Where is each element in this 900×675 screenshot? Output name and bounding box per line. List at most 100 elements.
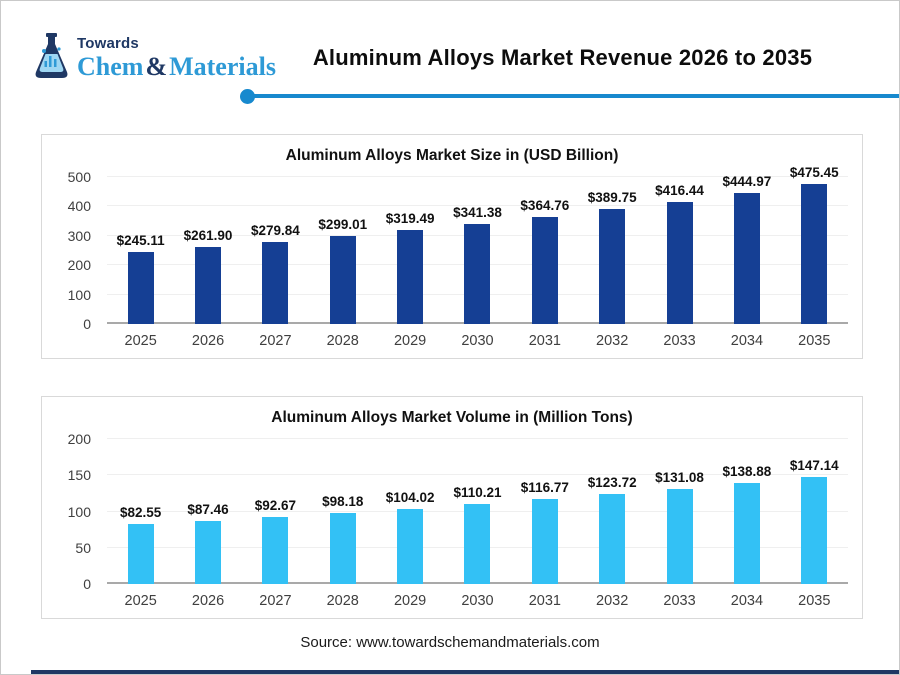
- bar: $475.45: [790, 165, 839, 324]
- y-axis: 0 100 200 300 400 500: [47, 169, 99, 332]
- y-tick-label: 150: [67, 467, 91, 484]
- divider-line: [249, 94, 899, 98]
- y-tick-label: 500: [67, 169, 91, 185]
- bar: $261.90: [184, 228, 232, 324]
- market-volume-chart-panel: Aluminum Alloys Market Volume in (Millio…: [41, 396, 863, 619]
- x-tick-label: 2027: [259, 333, 292, 349]
- logo-towards: Towards: [77, 35, 139, 52]
- x-tick-label: 2034: [730, 593, 764, 609]
- y-tick-label: 300: [67, 227, 91, 244]
- bar-slot: $104.02 2029: [376, 439, 443, 609]
- x-tick-label: 2028: [326, 593, 359, 609]
- bar-slot: $98.18 2028: [309, 439, 376, 609]
- bar: $110.21: [453, 485, 502, 584]
- gridline: [107, 176, 848, 177]
- bar-value-label: $389.75: [587, 190, 637, 206]
- bar: $319.49: [386, 211, 435, 324]
- bar-slot: $279.84 2027: [242, 177, 309, 349]
- bar-slot: $319.49 2029: [376, 177, 443, 349]
- y-tick-label: 400: [67, 198, 91, 215]
- x-tick-label: 2035: [798, 333, 831, 349]
- bar-value-label: $87.46: [187, 501, 229, 517]
- bar: $416.44: [655, 183, 704, 324]
- bars-row: $245.11 2025 $261.90 2026 $279.84 2027 $299.01…: [107, 165, 848, 349]
- bar-value-label: $131.08: [655, 469, 704, 485]
- bar-value-label: $245.11: [116, 232, 165, 248]
- x-tick-label: 2029: [393, 333, 427, 349]
- x-tick-label: 2031: [528, 593, 561, 609]
- x-tick-label: 2030: [461, 593, 494, 609]
- bar-value-label: $444.97: [722, 174, 772, 190]
- gridline: [107, 474, 848, 476]
- bar: $123.72: [588, 475, 637, 584]
- x-tick-label: 2034: [730, 333, 764, 349]
- bar-value-label: $123.72: [587, 475, 637, 491]
- bar-value-label: $341.38: [453, 204, 502, 220]
- plot-area: 0 100 200 300 400 500 $245.11 2025 $261.90 2026 $2…: [68, 165, 848, 349]
- bar: $104.02: [386, 490, 435, 584]
- source-text: Source: www.towardschemandmaterials.com: [300, 634, 600, 651]
- plot-area: 0 50 100 150 200 $82.55 2025 $87.46 2026 $92.67 20…: [68, 431, 848, 609]
- bar-slot: $389.75 2032: [579, 177, 646, 349]
- bar-slot: $245.11 2025: [107, 177, 174, 349]
- bar: $116.77: [521, 480, 569, 584]
- y-tick-label: 0: [83, 576, 91, 592]
- x-tick-label: 2027: [259, 593, 292, 609]
- bar-slot: $261.90 2026: [174, 177, 241, 349]
- market-size-chart-panel: Aluminum Alloys Market Size in (USD Bill…: [41, 134, 863, 359]
- bar-value-label: $299.01: [318, 217, 368, 233]
- divider-dot: [240, 89, 255, 104]
- bar-value-label: $279.84: [250, 222, 300, 238]
- bar-value-label: $364.76: [520, 197, 570, 213]
- y-tick-label: 200: [67, 431, 91, 447]
- y-tick-label: 50: [75, 539, 91, 556]
- bar: $341.38: [453, 205, 502, 324]
- bar-value-label: $98.18: [322, 493, 364, 509]
- bar-slot: $341.38 2030: [444, 177, 511, 349]
- bar-slot: $110.21 2030: [444, 439, 511, 609]
- bar: $245.11: [117, 233, 165, 324]
- chart-title: Aluminum Alloys Market Size in (USD Bill…: [285, 147, 619, 164]
- bar-slot: $364.76 2031: [511, 177, 578, 349]
- bar: $147.14: [790, 458, 839, 584]
- bar-value-label: $319.49: [385, 211, 435, 227]
- y-tick-label: 100: [67, 286, 91, 303]
- bar-value-label: $475.45: [789, 165, 839, 181]
- bar: $92.67: [255, 498, 296, 584]
- bar-value-label: $147.14: [789, 458, 839, 474]
- bar-slot: $416.44 2033: [646, 177, 713, 349]
- x-tick-label: 2030: [461, 333, 494, 349]
- bar-value-label: $261.90: [183, 228, 233, 244]
- bar-value-label: $82.55: [120, 505, 162, 521]
- bar: $87.46: [187, 502, 229, 584]
- x-tick-label: 2025: [124, 333, 157, 349]
- bar: $138.88: [723, 464, 771, 584]
- logo-text: Towards Chem&Materials: [77, 36, 276, 80]
- bar-slot: $92.67 2027: [242, 439, 309, 609]
- y-tick-label: 100: [67, 503, 91, 520]
- x-tick-label: 2026: [191, 333, 225, 349]
- bar: $444.97: [723, 174, 771, 324]
- chart-title: Aluminum Alloys Market Volume in (Millio…: [271, 409, 633, 426]
- bar-slot: $131.08 2033: [646, 439, 713, 609]
- bar-slot: $116.77 2031: [511, 439, 578, 609]
- bar-value-label: $116.77: [520, 480, 569, 496]
- x-tick-label: 2033: [663, 593, 696, 609]
- bar-slot: $444.97 2034: [713, 174, 780, 349]
- logo-ampersand: &: [145, 52, 168, 81]
- x-tick-label: 2033: [663, 333, 696, 349]
- y-axis: 0 50 100 150 200: [47, 431, 99, 592]
- flask-icon: [35, 33, 68, 78]
- gridline: [107, 438, 848, 439]
- bar-slot: $475.45 2035: [781, 165, 848, 349]
- bottom-accent-bar: [31, 670, 899, 674]
- gridline: [107, 205, 848, 207]
- bar-value-label: $416.44: [655, 182, 704, 198]
- bar: $299.01: [318, 217, 367, 324]
- x-tick-label: 2031: [528, 333, 561, 349]
- brand-logo: Towards Chem&Materials: [29, 32, 276, 80]
- bar-slot: $123.72 2032: [579, 439, 646, 609]
- bar-slot: $87.46 2026: [174, 439, 241, 609]
- x-tick-label: 2032: [596, 333, 629, 349]
